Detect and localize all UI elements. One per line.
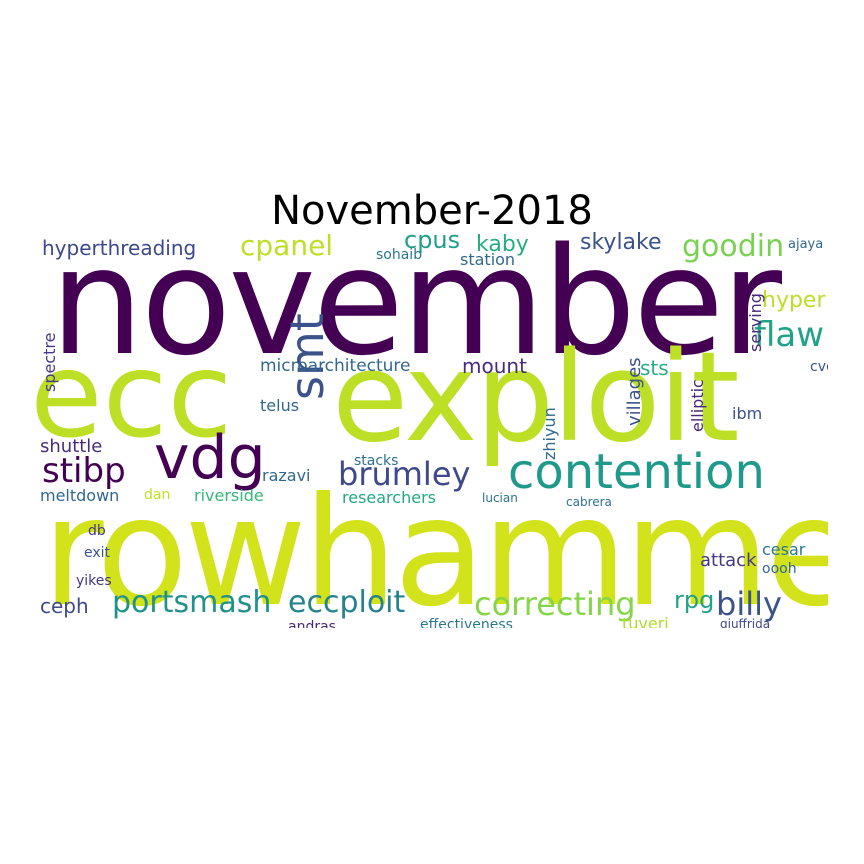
cloud-word: razavi	[262, 466, 311, 485]
cloud-word: station	[460, 250, 516, 269]
cloud-word: ecc	[36, 326, 233, 464]
cloud-word: telus	[260, 396, 300, 415]
cloud-word: eccploit	[288, 585, 406, 620]
cloud-word: flaw	[754, 315, 825, 355]
cloud-word: effectiveness	[420, 617, 513, 628]
cloud-word: db	[88, 523, 106, 539]
cloud-word: ajaya	[788, 237, 824, 252]
cloud-word: skylake	[580, 232, 662, 255]
cloud-word: correcting	[474, 585, 636, 623]
cloud-word: oooh	[762, 561, 797, 577]
cloud-word: brumley	[338, 455, 471, 493]
cloud-word: sts	[640, 356, 669, 380]
cloud-word: riverside	[194, 486, 264, 505]
cloud-word: cesar	[762, 540, 806, 559]
cloud-word: cpus	[404, 232, 461, 254]
cloud-word: serving	[746, 293, 765, 352]
cloud-word: hyperthreading	[42, 236, 197, 260]
cloud-word: exit	[84, 545, 111, 561]
cloud-word: andras	[288, 619, 336, 628]
cloud-word: rowhammer	[42, 466, 828, 628]
cloud-word: billy	[716, 585, 782, 623]
cloud-word: villages	[624, 357, 645, 426]
cloud-word: zhiyun	[540, 407, 559, 460]
cloud-word: hyper	[762, 288, 826, 313]
cloud-word: giuffrida	[720, 617, 771, 628]
cloud-word: shuttle	[40, 436, 103, 457]
cloud-word: elliptic	[688, 379, 707, 432]
word-cloud: november rowhammer ecc exploit vdg conte…	[36, 232, 828, 628]
cloud-word: spectre	[40, 332, 59, 392]
cloud-word: goodin	[682, 232, 785, 264]
cloud-word: meltdown	[40, 486, 120, 505]
cloud-word: vdg	[154, 423, 266, 493]
cloud-word: rpg	[674, 586, 715, 614]
cloud-word: yikes	[76, 573, 112, 589]
cloud-word: cpanel	[240, 232, 334, 262]
cloud-word: lucian	[482, 491, 518, 505]
cloud-word: microarchitecture	[260, 356, 411, 376]
cloud-word: ceph	[40, 594, 89, 618]
cloud-word: november	[50, 232, 782, 388]
cloud-word: cabrera	[566, 495, 612, 509]
page-title: November-2018	[271, 188, 593, 234]
cloud-word: tuveri	[622, 614, 669, 629]
cloud-word: kaby	[476, 232, 529, 257]
cloud-word: stibp	[42, 451, 126, 491]
cloud-word: stacks	[354, 453, 399, 469]
cloud-word: exploit	[332, 326, 740, 470]
cloud-word: portsmash	[112, 585, 272, 620]
cloud-word: researchers	[342, 488, 436, 507]
cloud-word: dan	[144, 487, 171, 503]
cloud-word: contention	[508, 444, 765, 500]
cloud-word: mount	[462, 354, 527, 378]
cloud-word: ibm	[732, 404, 763, 423]
cloud-word: attack	[700, 550, 757, 571]
cloud-word: sohaib	[376, 247, 423, 263]
cloud-word: cve	[810, 359, 828, 375]
